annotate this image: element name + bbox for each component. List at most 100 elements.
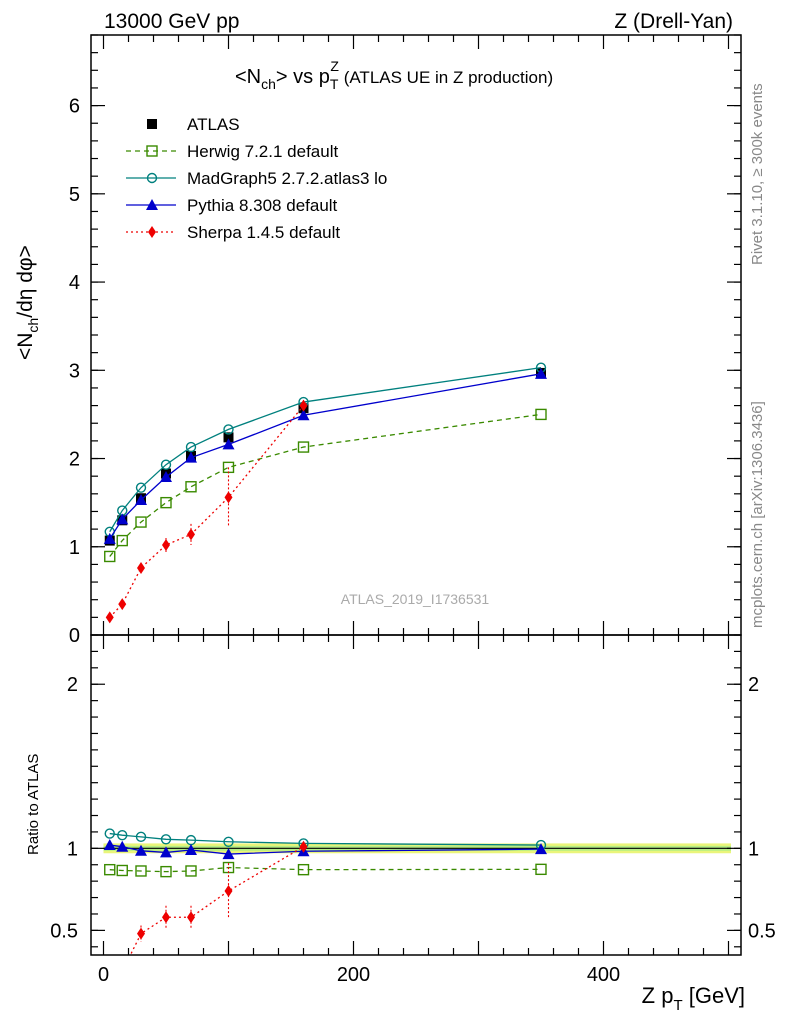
y-tick-label: 2 (69, 449, 80, 471)
data-point (185, 481, 197, 493)
series-line (109, 413, 542, 557)
data-point (103, 839, 116, 851)
y-tick-label: 4 (69, 272, 80, 294)
data-point (222, 438, 235, 450)
y-tick-label: 3 (69, 360, 80, 382)
legend-item: Sherpa 1.4.5 default (126, 223, 340, 242)
series-line (109, 405, 305, 618)
ratio-y-axis-label: Ratio to ATLAS (25, 754, 42, 855)
series-line (109, 373, 542, 540)
legend-item: ATLAS (147, 115, 240, 134)
legend-marker (148, 226, 156, 238)
y-tick-label: 1 (67, 838, 78, 860)
data-point (135, 865, 147, 877)
data-point (160, 834, 172, 845)
series-group (103, 362, 547, 624)
data-point (117, 830, 128, 841)
analysis-watermark: ATLAS_2019_I1736531 (341, 591, 490, 607)
data-point (104, 550, 116, 563)
data-point (116, 513, 129, 525)
data-point (135, 516, 147, 528)
legend-marker (147, 119, 157, 129)
x-tick-label: 400 (587, 964, 620, 986)
data-point (118, 965, 126, 977)
data-point (297, 863, 310, 876)
data-point (104, 863, 116, 876)
y-axis-label: <Nch/dη dφ> (14, 245, 41, 360)
data-point (103, 532, 116, 544)
series-madgraph5 (104, 362, 547, 537)
data-point (297, 409, 310, 421)
legend-item: Herwig 7.2.1 default (126, 142, 338, 161)
x-tick-label: 200 (337, 964, 370, 986)
data-point (137, 927, 145, 940)
y-tick-label: 1 (69, 537, 80, 559)
data-point (535, 843, 547, 855)
data-point (224, 491, 233, 504)
data-point (104, 828, 115, 839)
data-point (224, 885, 233, 897)
header-right: Z (Drell-Yan) (614, 10, 733, 33)
data-point (185, 441, 197, 453)
data-point (299, 399, 308, 412)
legend-marker (146, 172, 158, 184)
data-point (116, 534, 128, 547)
data-point (135, 831, 147, 843)
y-tick-label: 2 (67, 674, 78, 696)
legend-marker (146, 145, 158, 157)
y-tick-label: 0 (69, 625, 80, 647)
legend-label: Herwig 7.2.1 default (187, 142, 338, 161)
legend-item: Pythia 8.308 default (126, 196, 338, 215)
series-sherpa (118, 840, 308, 977)
data-point (535, 863, 547, 876)
data-point (297, 441, 310, 453)
legend-item: MadGraph5 2.7.2.atlas3 lo (126, 169, 387, 188)
legend-label: ATLAS (187, 115, 240, 134)
data-point (187, 911, 195, 924)
data-point (185, 451, 197, 463)
data-point (223, 432, 234, 443)
data-point (185, 865, 197, 877)
y-tick-label-right: 0.5 (748, 920, 776, 942)
legend-label: MadGraph5 2.7.2.atlas3 lo (187, 169, 387, 188)
plot-title: <Nch> vs pTZ (ATLAS UE in Z production) (235, 58, 553, 92)
ratio-frame (90, 634, 742, 956)
y-tick-label: 6 (69, 96, 80, 118)
data-point (160, 471, 172, 483)
y-tick-label: 5 (69, 184, 80, 206)
series-sherpa (105, 399, 308, 624)
data-point (160, 496, 172, 509)
series-group (103, 828, 547, 977)
data-point (135, 494, 147, 505)
data-point (105, 611, 114, 624)
legend-marker (146, 199, 158, 210)
x-tick-label: 0 (98, 964, 109, 986)
series-line (109, 367, 542, 533)
legend: ATLAS Herwig 7.2.1 default MadGraph5 2.7.2… (126, 115, 387, 242)
series-line (129, 846, 304, 955)
series-herwig (104, 861, 547, 878)
data-point (118, 598, 127, 611)
data-point (222, 848, 235, 860)
data-point (223, 424, 234, 435)
series-pythia (103, 839, 547, 860)
x-axis-label: Z pT [GeV] (642, 983, 745, 1014)
y-tick-label: 0.5 (50, 920, 78, 942)
mcplots-label: mcplots.cern.ch [arXiv:1306.3436] (749, 401, 766, 628)
series-line (109, 866, 542, 873)
data-point (223, 836, 234, 847)
data-point (162, 911, 170, 924)
y-tick-label-right: 1 (748, 838, 759, 860)
data-point (135, 844, 147, 856)
data-point (160, 846, 172, 858)
data-point (135, 482, 147, 493)
data-point (535, 408, 547, 421)
data-point (162, 539, 170, 551)
data-point (160, 865, 172, 878)
series-atlas (104, 367, 546, 546)
series-line (109, 832, 542, 846)
y-tick-label-right: 2 (748, 674, 759, 696)
data-point (299, 840, 308, 853)
data-point (116, 840, 129, 852)
